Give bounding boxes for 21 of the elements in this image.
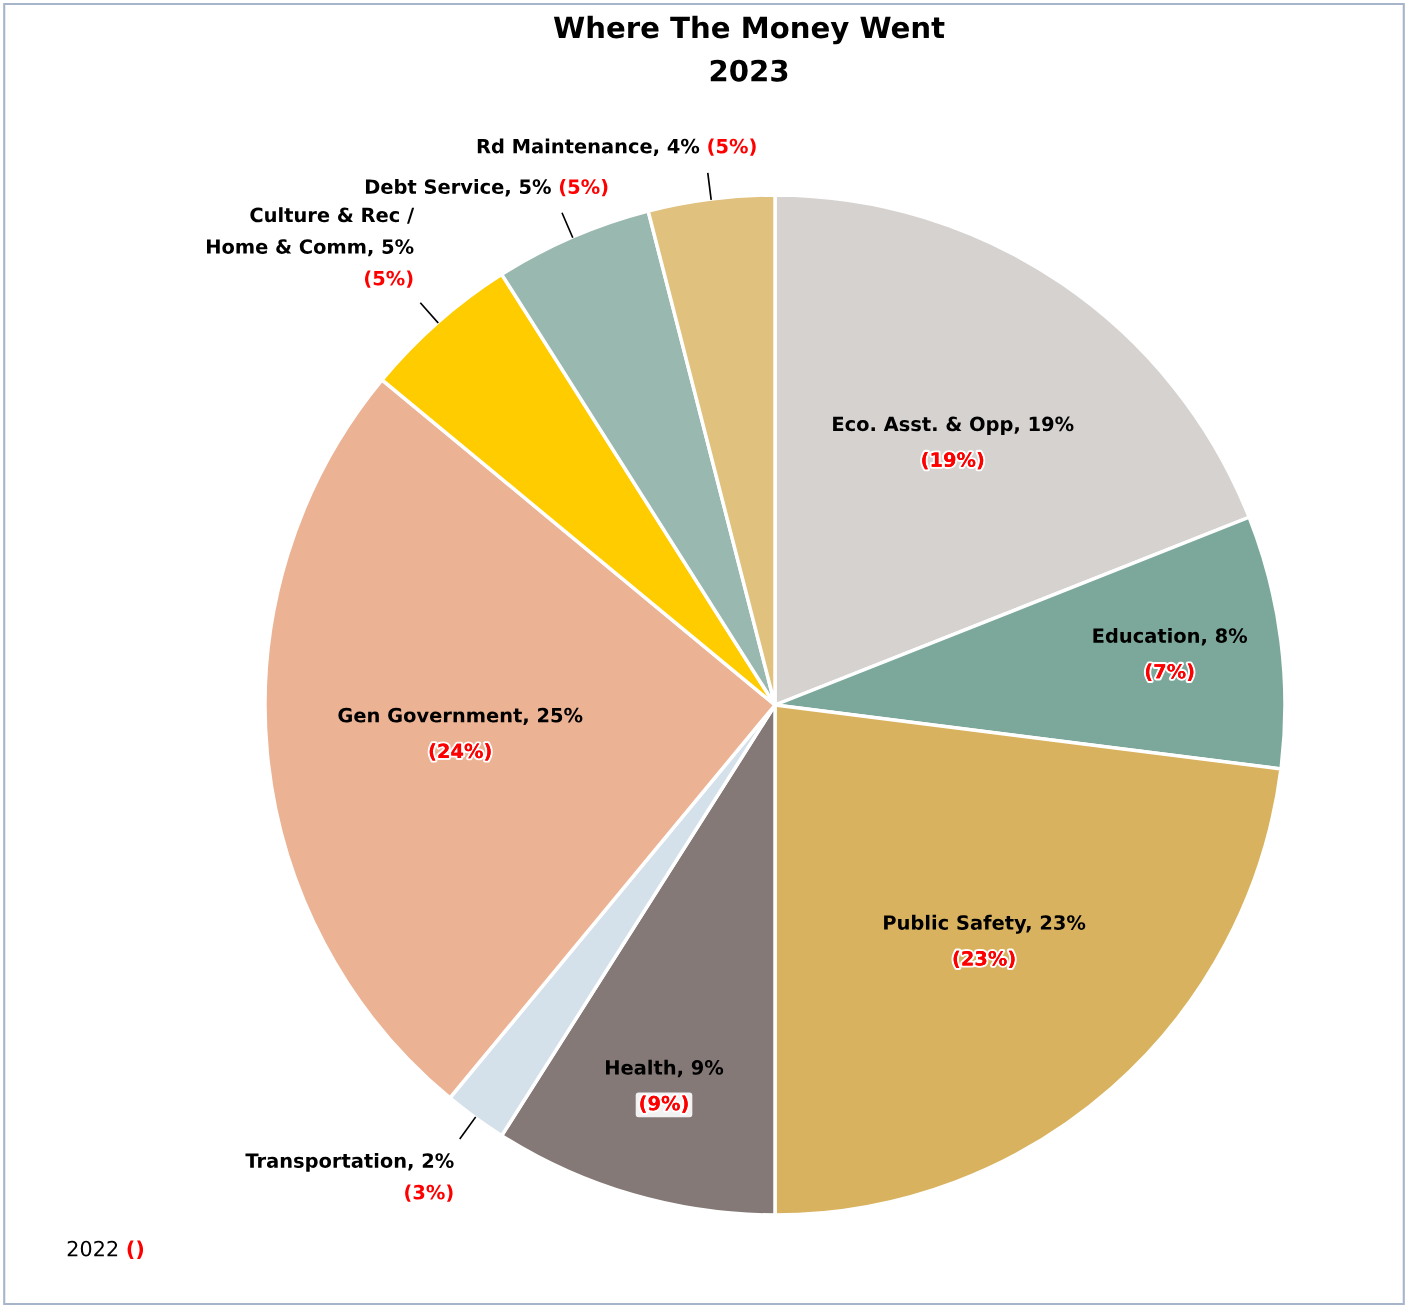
text: (5%) (559, 178, 608, 197)
slice-label: Transportation, 2% (245, 1152, 454, 1172)
text: (7%) (1145, 663, 1194, 681)
slice-label: Eco. Asst. & Opp, 19% (833, 416, 1074, 436)
slice-label: Health, 9% (606, 1059, 724, 1078)
slice-label: Culture & Rec / Home & Comm, 5% (207, 207, 415, 257)
slice-label: Debt Service, 5% (365, 178, 551, 197)
chart-subtitle: 2023 (710, 59, 788, 82)
slice-label: Public Safety, 23% (884, 914, 1086, 934)
slice-label: Rd Maintenance, 4% (477, 138, 700, 156)
slice-label: Gen Government, 25% (338, 707, 583, 726)
chart-title: Where The Money Went (553, 15, 945, 45)
text: (3%) (405, 1184, 453, 1202)
text: (24%) (429, 743, 491, 761)
text: (19%) (922, 451, 984, 470)
text: (5%) (708, 138, 756, 156)
text: (5%) (365, 270, 413, 288)
text: (23%) (953, 950, 1015, 968)
slice-label: Education, 8% (1093, 627, 1248, 646)
text: 2022 () (67, 1240, 144, 1259)
text: (9%) (640, 1095, 688, 1113)
